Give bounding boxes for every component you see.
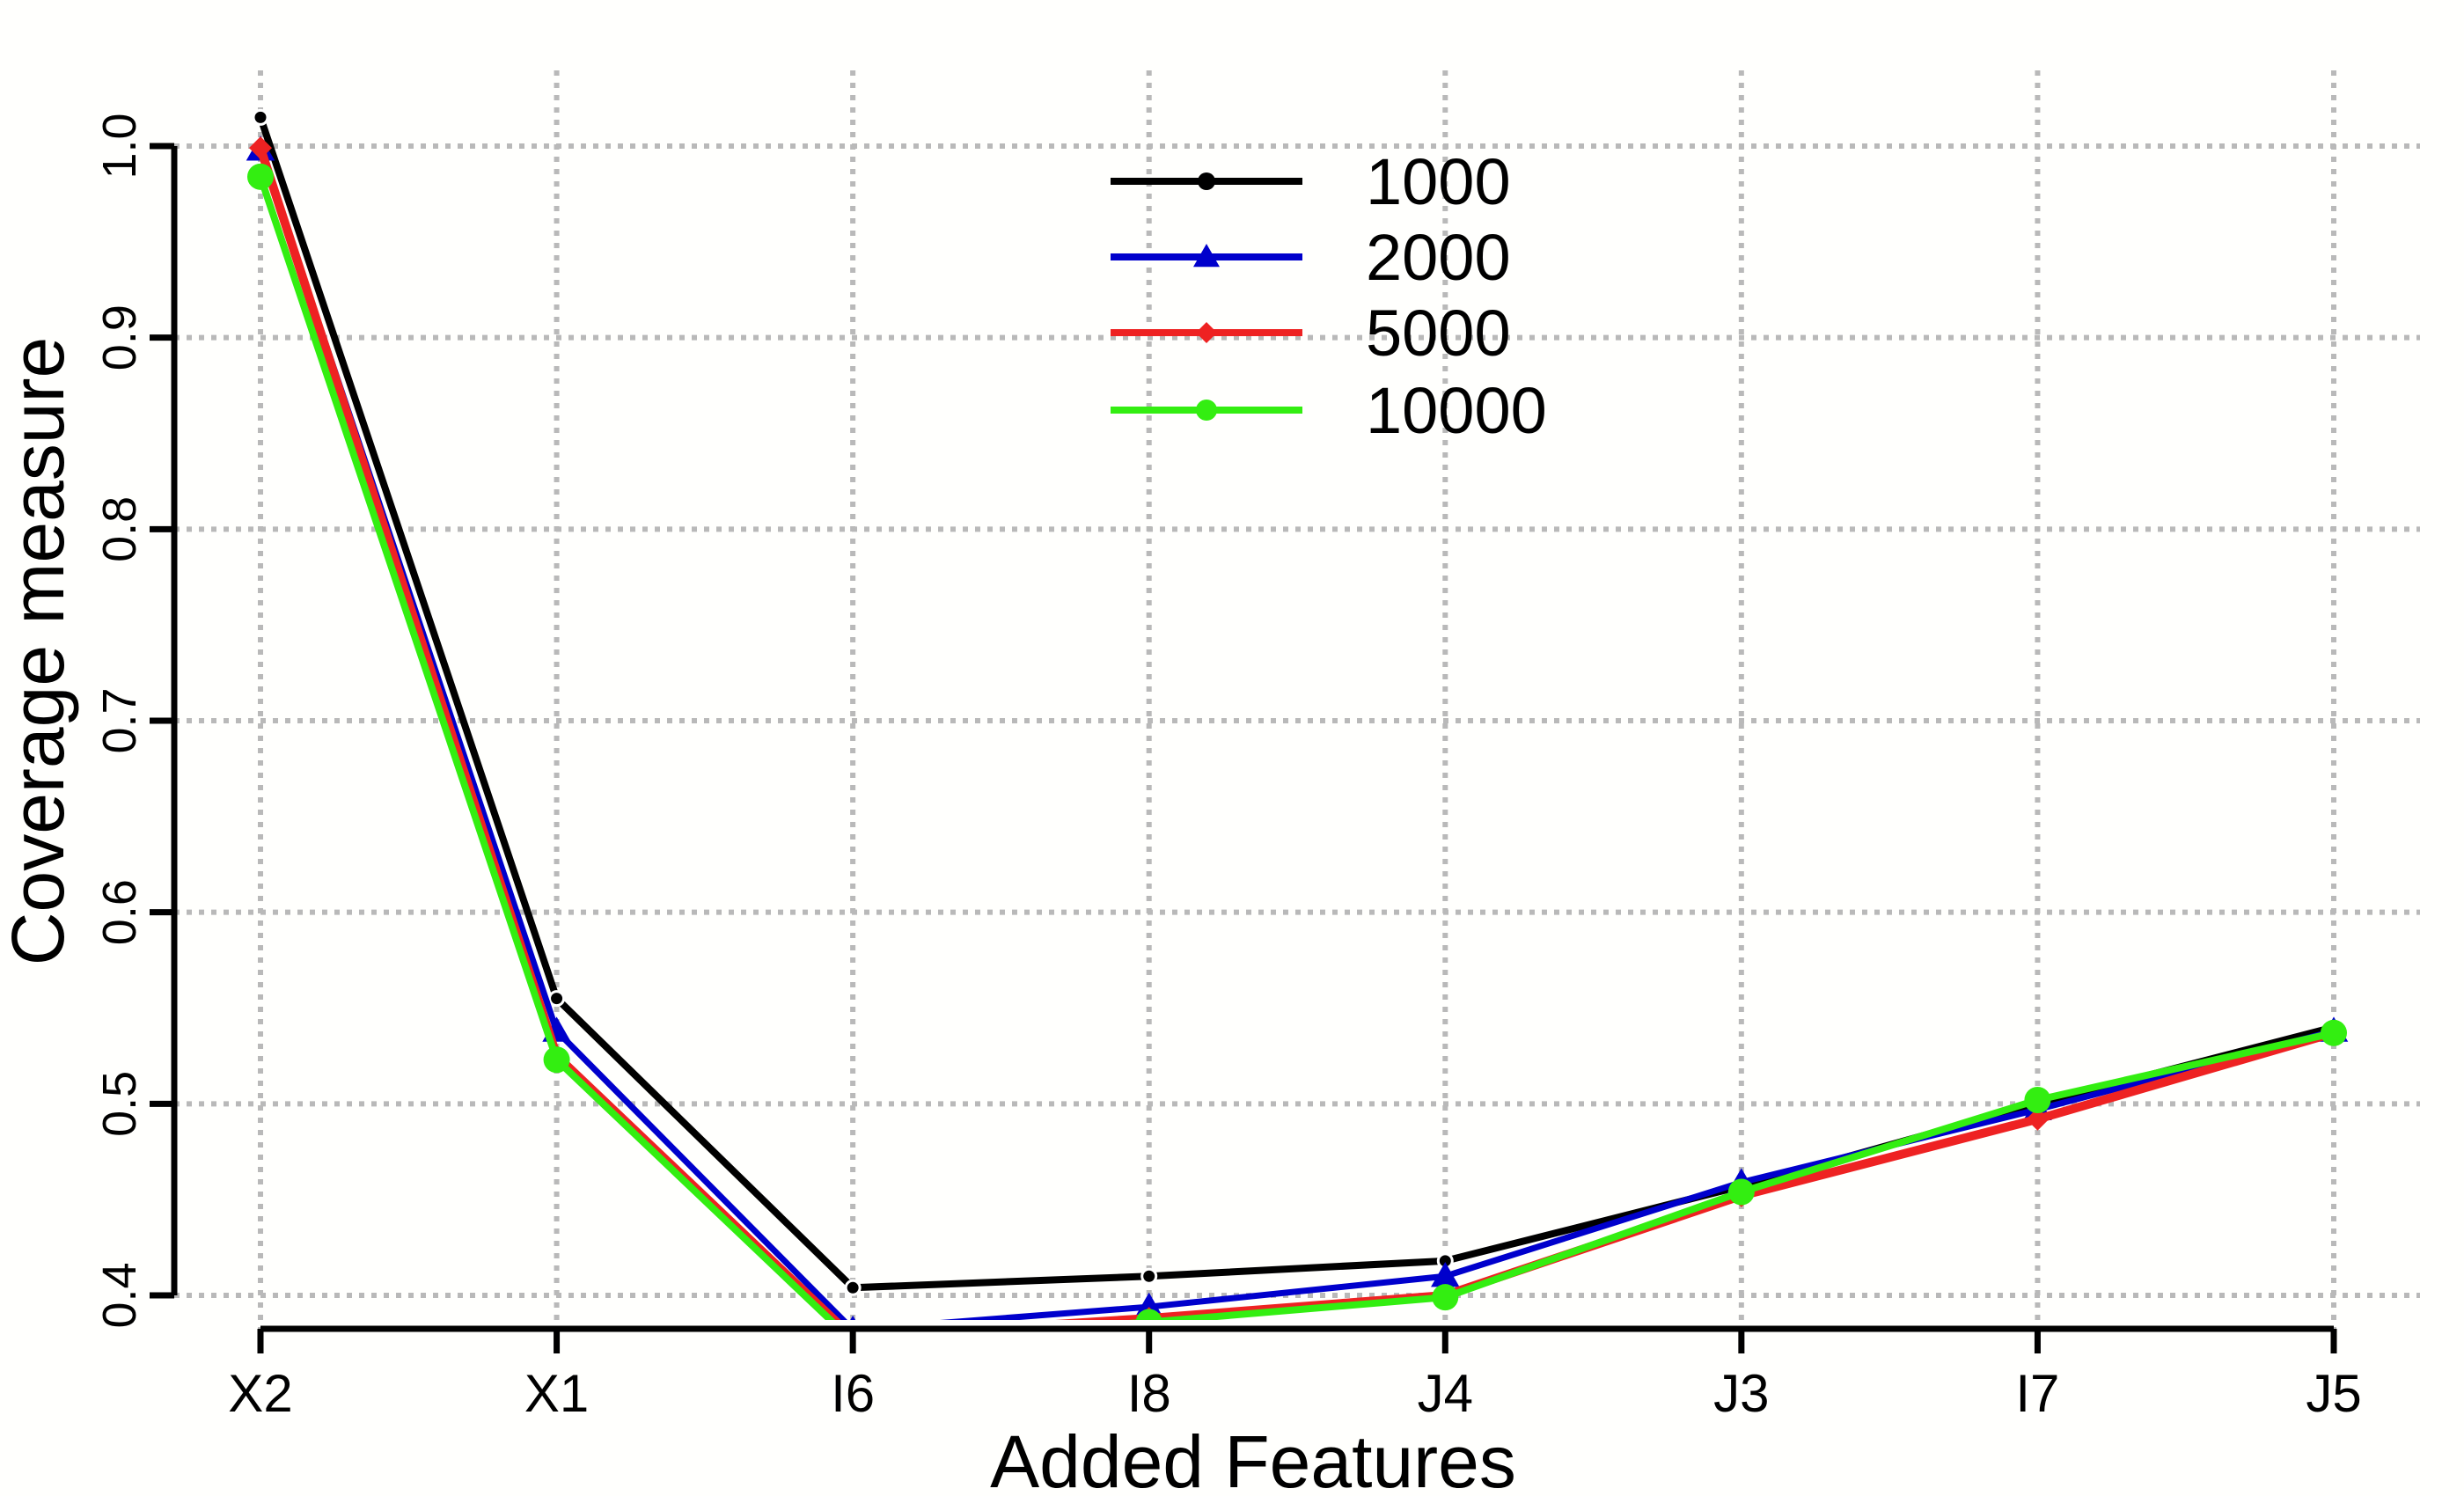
data-point	[1140, 1267, 1158, 1285]
series-line-2000	[257, 149, 2335, 1320]
y-tick-label: 0.5	[93, 1071, 146, 1137]
x-tick-label: I8	[1127, 1364, 1171, 1423]
legend-item-10000: 10000	[1111, 374, 1547, 447]
x-axis-title: Added Features	[990, 1420, 1516, 1496]
data-point	[247, 163, 274, 190]
data-point	[543, 1046, 570, 1074]
y-tick-label: 0.6	[93, 879, 146, 945]
legend-label: 2000	[1366, 221, 1511, 294]
data-point	[2024, 1086, 2051, 1113]
y-tick-label: 0.9	[93, 304, 146, 370]
grid-lines	[174, 70, 2420, 1329]
x-tick-label: J5	[2306, 1364, 2361, 1423]
y-tick-label: 0.4	[93, 1262, 146, 1328]
data-point	[2321, 1019, 2347, 1046]
data-point	[249, 136, 272, 160]
axes: 0.4 0.5 0.6 0.7 0.8 0.9 1.0 X2 X1 I6 I8 J4 J3 I7 J5	[93, 113, 2362, 1423]
legend-marker	[1196, 400, 1217, 421]
series-2000	[246, 136, 2349, 1320]
x-tick-label: X2	[228, 1364, 292, 1423]
data-point	[850, 1315, 856, 1320]
legend-marker	[1196, 322, 1217, 343]
series-10000	[247, 163, 2347, 1320]
y-tick-label: 1.0	[93, 113, 146, 179]
data-point	[1432, 1284, 1459, 1311]
data-point	[2026, 1107, 2050, 1131]
data-point	[548, 990, 566, 1008]
legend-marker	[1193, 244, 1220, 268]
data-point	[252, 108, 269, 126]
x-tick-label: I6	[831, 1364, 875, 1423]
series-layer	[246, 108, 2349, 1320]
series-line-5000	[256, 146, 2336, 1320]
legend-label: 1000	[1366, 145, 1511, 218]
legend-item-5000: 5000	[1111, 297, 1511, 370]
y-tick-label: 0.8	[93, 496, 146, 562]
data-point	[1431, 1261, 1460, 1287]
y-tick-label: 0.7	[93, 687, 146, 753]
data-point	[844, 1279, 862, 1296]
legend-label: 10000	[1366, 374, 1547, 447]
y-axis-title: Coverage measure	[0, 337, 79, 965]
x-tick-label: J3	[1713, 1364, 1769, 1423]
data-point	[1135, 1309, 1162, 1320]
series-5000	[249, 136, 2345, 1320]
legend-label: 5000	[1366, 297, 1511, 370]
x-tick-label: X1	[524, 1364, 589, 1423]
series-line-10000	[257, 175, 2335, 1320]
legend-item-2000: 2000	[1111, 221, 1511, 294]
data-point	[1727, 1178, 1755, 1206]
legend-item-1000: 1000	[1111, 145, 1511, 218]
legend-marker	[1198, 172, 1215, 190]
x-tick-label: I7	[2015, 1364, 2059, 1423]
x-tick-label: J4	[1418, 1364, 1473, 1423]
